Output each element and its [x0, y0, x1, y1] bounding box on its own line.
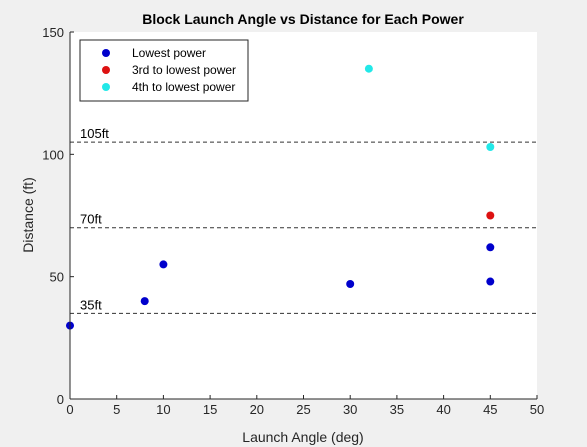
reference-line-label: 70ft — [80, 212, 102, 227]
x-axis-label: Launch Angle (deg) — [242, 429, 363, 445]
data-point — [486, 142, 495, 151]
y-axis-label: Distance (ft) — [20, 177, 36, 252]
data-point — [364, 64, 373, 73]
reference-lines: 105ft 70ft 35ft — [70, 126, 537, 314]
legend-entry: 3rd to lowest power — [132, 63, 236, 77]
y-tick-label: 150 — [42, 25, 64, 40]
data-point — [159, 260, 168, 269]
y-tick-label: 50 — [50, 270, 64, 285]
reference-line-label: 35ft — [80, 297, 102, 312]
x-tick-label: 0 — [66, 402, 73, 417]
chart-title: Block Launch Angle vs Distance for Each … — [142, 11, 464, 27]
legend: Lowest power 3rd to lowest power 4th to lo… — [79, 39, 249, 102]
x-tick-label: 50 — [530, 402, 544, 417]
y-tick-label: 100 — [42, 147, 64, 162]
x-tick-label: 40 — [436, 402, 450, 417]
x-tick-label: 30 — [343, 402, 357, 417]
x-tick-label: 5 — [113, 402, 120, 417]
x-tick-label: 25 — [296, 402, 310, 417]
y-tick-label: 0 — [57, 392, 64, 407]
legend-entry: 4th to lowest power — [132, 80, 235, 94]
data-point — [140, 297, 149, 306]
x-tick-label: 35 — [390, 402, 404, 417]
data-point — [486, 211, 495, 220]
legend-marker — [102, 83, 110, 91]
legend-entry: Lowest power — [132, 46, 206, 60]
data-points — [66, 64, 495, 330]
x-tick-label: 45 — [483, 402, 497, 417]
legend-marker — [102, 49, 110, 57]
legend-marker — [102, 66, 110, 74]
data-point — [346, 280, 355, 289]
data-point — [486, 243, 495, 252]
x-tick-label: 15 — [203, 402, 217, 417]
x-tick-label: 10 — [156, 402, 170, 417]
reference-line-label: 105ft — [80, 126, 109, 141]
axes: 0 5 10 15 20 25 30 35 40 45 50 0 50 100 150 — [42, 25, 544, 417]
x-tick-label: 20 — [250, 402, 264, 417]
data-point — [486, 277, 495, 286]
